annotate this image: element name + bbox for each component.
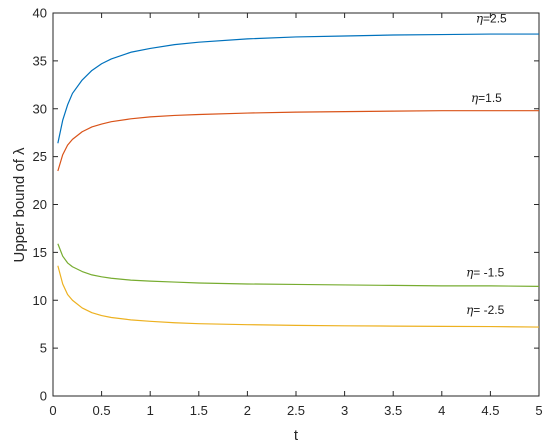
x-tick-label: 1.5 [190,403,208,418]
series-label-value: = -2.5 [473,303,504,317]
series-line [57,265,540,328]
series-labels: η=2.5η=1.5η= -1.5η= -2.5 [466,12,507,318]
x-tick-label: 5 [535,403,542,418]
x-axis-ticks: 0 0.5 1 1.5 2 2.5 3 3.5 4 4.5 5 [49,13,543,418]
series-label: η= -1.5 [466,265,505,279]
series-line [57,33,539,144]
plot-area [52,12,540,397]
x-tick-label: 4.5 [481,403,499,418]
series-label: η=2.5 [476,12,507,26]
series-label-value: =1.5 [478,91,502,105]
x-tick-label: 0.5 [93,403,111,418]
eta-symbol: η [466,265,474,279]
series-label: η= -2.5 [466,303,505,317]
series-label-value: =2.5 [483,12,507,26]
y-tick-label: 30 [33,101,47,116]
y-tick-label: 5 [40,341,47,356]
y-axis-label: Upper bound of λ [11,147,28,263]
x-tick-label: 2.5 [287,403,305,418]
series-label: η=1.5 [471,91,502,105]
series-line [57,110,539,172]
x-tick-label: 2 [244,403,251,418]
y-tick-label: 35 [33,53,47,68]
eta-symbol: η [466,303,474,317]
series-label-value: = -1.5 [473,265,504,279]
x-tick-label: 3 [341,403,348,418]
y-tick-label: 20 [33,197,47,212]
series-line [57,243,540,287]
x-axis-label: t [294,427,299,444]
y-tick-label: 10 [33,293,47,308]
eta-symbol: η [476,12,484,26]
y-tick-label: 25 [33,149,47,164]
eta-symbol: η [471,91,479,105]
y-tick-label: 40 [33,6,47,21]
x-tick-label: 0 [49,403,56,418]
y-axis-ticks: 0 5 10 15 20 25 30 35 40 [33,6,539,404]
series-lines [57,33,540,328]
x-tick-label: 4 [438,403,445,418]
y-tick-label: 15 [33,245,47,260]
x-tick-label: 3.5 [384,403,402,418]
x-tick-label: 1 [147,403,154,418]
y-tick-label: 0 [40,389,47,404]
